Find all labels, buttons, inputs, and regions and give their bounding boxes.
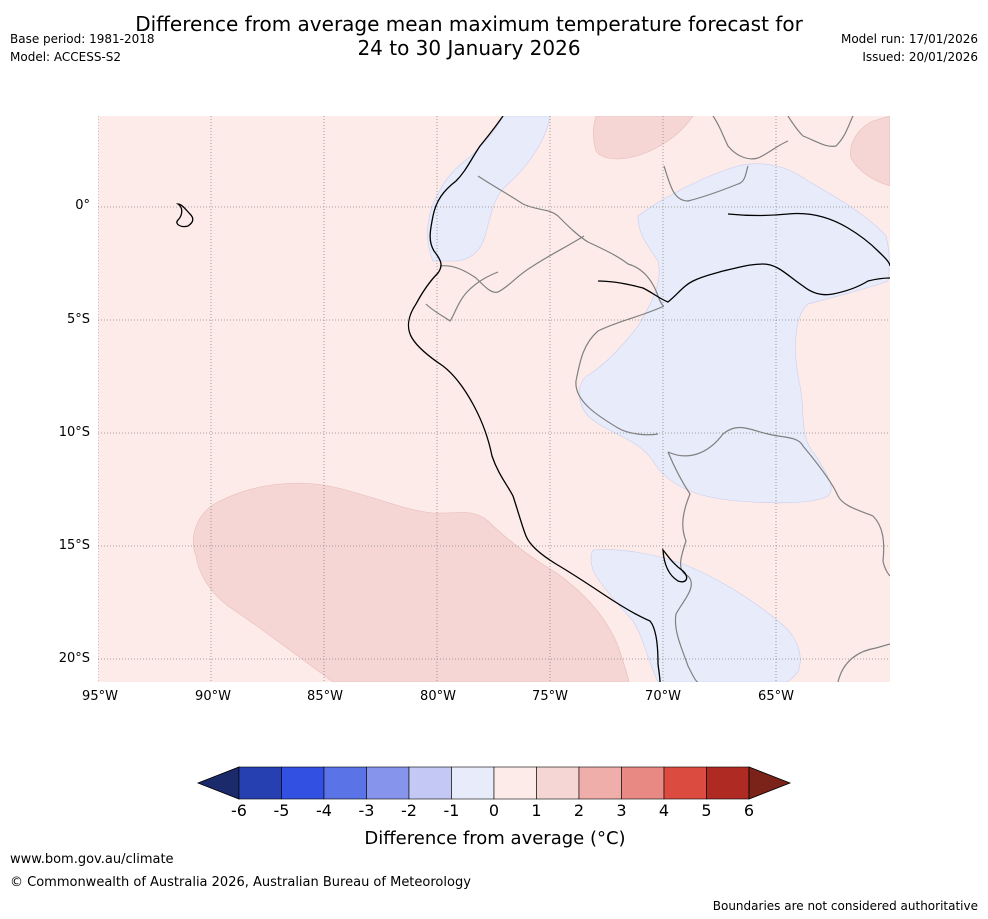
lon-label-65w: 65°W xyxy=(758,689,794,704)
meta-right: Model run: 17/01/2026 Issued: 20/01/2026 xyxy=(841,30,978,66)
colorbar-tick-label: -4 xyxy=(316,801,332,820)
lat-label-15s: 15°S xyxy=(58,538,90,553)
model-name: Model: ACCESS-S2 xyxy=(10,50,122,64)
warm-anomaly-region-northeast xyxy=(850,115,891,187)
footer-url[interactable]: www.bom.gov.au/climate xyxy=(10,852,174,867)
colorbar-bin-2 xyxy=(323,766,367,800)
model-run: Model run: 17/01/2026 xyxy=(840,32,978,46)
border-colombia-brazil xyxy=(627,263,665,307)
lat-label-0: 0° xyxy=(75,198,90,213)
colorbar-bin-3 xyxy=(366,766,410,800)
colorbar-bin-9 xyxy=(621,766,665,800)
border-bolivia-paraguay xyxy=(837,643,891,683)
border-colombia-venezuela xyxy=(477,175,629,265)
colorbar-tick-label: -1 xyxy=(443,801,460,820)
border-chile-bolivia xyxy=(674,575,699,683)
colorbar-tick-label: 2 xyxy=(573,801,585,820)
cool-anomaly-region-colombia xyxy=(427,115,551,262)
coastlines xyxy=(175,115,891,683)
colorbar-extend-high xyxy=(748,766,792,800)
colorbar-extend-low xyxy=(196,766,240,800)
forecast-map xyxy=(97,115,891,683)
colorbar-tick-label: 1 xyxy=(531,801,542,820)
colorbar-tick-label: 4 xyxy=(658,801,670,820)
coastline-pacific-south-america xyxy=(407,115,661,683)
colorbar-tick-label: -2 xyxy=(401,801,417,820)
colorbar-bins xyxy=(196,766,792,800)
footer-disclaimer: Boundaries are not considered authoritat… xyxy=(712,899,978,913)
colorbar-bin-4 xyxy=(408,766,452,800)
lon-label-75w: 75°W xyxy=(532,689,568,704)
border-guyana-venezuela xyxy=(712,115,789,160)
colorbar-bin-0 xyxy=(238,766,282,800)
colorbar-bin-1 xyxy=(281,766,325,800)
meta-left: Base period: 1981-2018 Model: ACCESS-S2 xyxy=(10,30,155,66)
border-bolivia-brazil xyxy=(667,426,891,577)
lake-titicaca xyxy=(662,548,688,583)
amazon-river xyxy=(597,263,891,303)
border-venezuela-brazil xyxy=(663,165,749,202)
colorbar-tick-label: -6 xyxy=(231,801,247,820)
map-panel xyxy=(97,115,891,683)
colorbar-bin-10 xyxy=(663,766,707,800)
colorbar-bin-5 xyxy=(451,766,495,800)
border-guyana-brazil xyxy=(787,115,854,147)
border-peru-bolivia xyxy=(667,451,691,577)
lon-label-70w: 70°W xyxy=(645,689,681,704)
coastline-caribbean xyxy=(727,212,891,267)
border-peru-brazil xyxy=(575,305,665,436)
cool-anomaly-region-amazon xyxy=(578,163,890,504)
country-borders xyxy=(425,115,891,683)
warm-anomaly-region-southeast-pacific xyxy=(192,482,630,683)
lon-label-90w: 90°W xyxy=(195,689,231,704)
lon-label-80w: 80°W xyxy=(420,689,456,704)
colorbar-bin-6 xyxy=(493,766,537,800)
colorbar-bin-7 xyxy=(536,766,580,800)
colorbar-bin-8 xyxy=(578,766,622,800)
colorbar-label: Difference from average (°C) xyxy=(364,828,626,849)
base-period: Base period: 1981-2018 xyxy=(10,32,155,46)
colorbar-tick-label: -5 xyxy=(273,801,290,820)
colorbar-tick-label: 6 xyxy=(743,801,755,820)
map-title: Difference from average mean maximum tem… xyxy=(135,12,803,60)
gridlines xyxy=(97,116,890,682)
lon-label-85w: 85°W xyxy=(307,689,343,704)
border-colombia-ecuador xyxy=(439,235,585,293)
colorbar xyxy=(196,766,792,800)
border-ecuador-peru xyxy=(425,271,499,322)
colorbar-bin-11 xyxy=(706,766,750,800)
colorbar-tick-label: 3 xyxy=(616,801,627,820)
lat-label-20s: 20°S xyxy=(58,651,90,666)
cool-anomaly-region-bolivia xyxy=(590,549,801,683)
galapagos-islands xyxy=(175,203,194,228)
colorbar-tick-label: 0 xyxy=(488,801,500,820)
issued-date: Issued: 20/01/2026 xyxy=(862,50,978,64)
colorbar-tick-label: 5 xyxy=(701,801,712,820)
lat-label-10s: 10°S xyxy=(58,425,90,440)
warm-anomaly-region-north xyxy=(593,115,694,160)
lon-label-95w: 95°W xyxy=(82,689,118,704)
colorbar-tick-label: -3 xyxy=(358,801,375,820)
footer-copyright: © Commonwealth of Australia 2026, Austra… xyxy=(10,875,471,890)
lat-label-5s: 5°S xyxy=(66,312,90,327)
